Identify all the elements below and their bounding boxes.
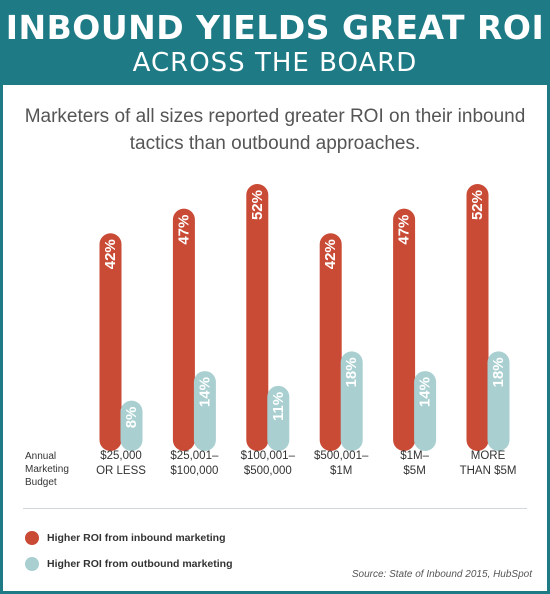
inbound-value-label-5: 52%	[469, 190, 486, 220]
outbound-bar-0	[120, 400, 143, 451]
inbound-value-label-1: 47%	[175, 215, 192, 245]
outbound-value-label-3: 18%	[343, 357, 360, 387]
inbound-bar-0	[99, 233, 122, 451]
legend-swatch-outbound	[25, 557, 39, 571]
page-subtitle: ACROSS THE BOARD	[132, 48, 418, 78]
header-banner: INBOUND YIELDS GREAT ROI ACROSS THE BOAR…	[3, 3, 547, 85]
inbound-value-label-3: 42%	[322, 239, 339, 269]
category-label-1: $25,001– $100,000	[154, 449, 234, 479]
category-label-line: MORE	[470, 450, 506, 462]
category-label-line: $25,000	[100, 450, 142, 462]
category-label-line: $100,000	[170, 465, 219, 477]
inbound-value-label-4: 47%	[396, 215, 413, 245]
inbound-bar-1	[172, 208, 195, 451]
outbound-bar-5	[487, 351, 510, 451]
outbound-bar-1	[193, 371, 216, 451]
category-label-line: $500,001–	[314, 450, 369, 462]
category-label-5: MORE THAN $5M	[448, 449, 528, 479]
page-title: INBOUND YIELDS GREAT ROI	[5, 8, 545, 47]
outbound-bar-3	[340, 351, 363, 451]
outbound-value-label-5: 18%	[490, 357, 507, 387]
inbound-bar-5	[466, 184, 489, 451]
inbound-bar-2	[246, 184, 269, 451]
outbound-value-label-2: 11%	[270, 392, 287, 421]
inbound-bar-4	[393, 208, 416, 451]
legend-label-outbound: Higher ROI from outbound marketing	[47, 558, 233, 570]
outbound-bar-2	[267, 385, 290, 451]
category-label-line: $1M	[330, 465, 353, 477]
category-label-line: $500,000	[243, 465, 292, 477]
legend-item-outbound: Higher ROI from outbound marketing	[25, 556, 233, 572]
legend-item-inbound: Higher ROI from inbound marketing	[25, 530, 226, 546]
category-label-4: $1M– $5M	[375, 449, 455, 479]
bar-chart: 42% 8% 47% 14% 52% 11% 42% 18% 47% 14% 52% 18%	[99, 184, 510, 451]
category-label-line: $5M	[403, 465, 426, 477]
source-note: Source: State of Inbound 2015, HubSpot	[351, 569, 532, 580]
inbound-value-label-0: 42%	[102, 239, 119, 269]
intro-text: Marketers of all sizes reported greater …	[24, 106, 526, 154]
inbound-value-label-2: 52%	[249, 190, 266, 220]
legend-label-inbound: Higher ROI from inbound marketing	[47, 532, 226, 544]
legend-swatch-inbound	[25, 531, 39, 545]
outbound-value-label-4: 14%	[417, 377, 434, 407]
outbound-value-label-1: 14%	[196, 377, 213, 407]
category-label-line: $100,001–	[240, 450, 295, 462]
outbound-value-label-0: 8%	[123, 407, 140, 429]
category-label-line: $25,001–	[170, 450, 219, 462]
outbound-bar-4	[414, 371, 437, 451]
category-label-line: THAN $5M	[459, 465, 517, 477]
category-label-line: OR LESS	[96, 465, 146, 477]
inbound-bar-3	[319, 233, 342, 451]
legend-divider	[23, 508, 527, 509]
category-label-2: $100,001– $500,000	[228, 449, 308, 479]
category-label-0: $25,000 OR LESS	[81, 449, 161, 479]
category-label-3: $500,001– $1M	[301, 449, 381, 479]
category-label-line: $1M–	[400, 450, 429, 462]
budget-axis-label: Annual Marketing Budget	[25, 451, 69, 488]
